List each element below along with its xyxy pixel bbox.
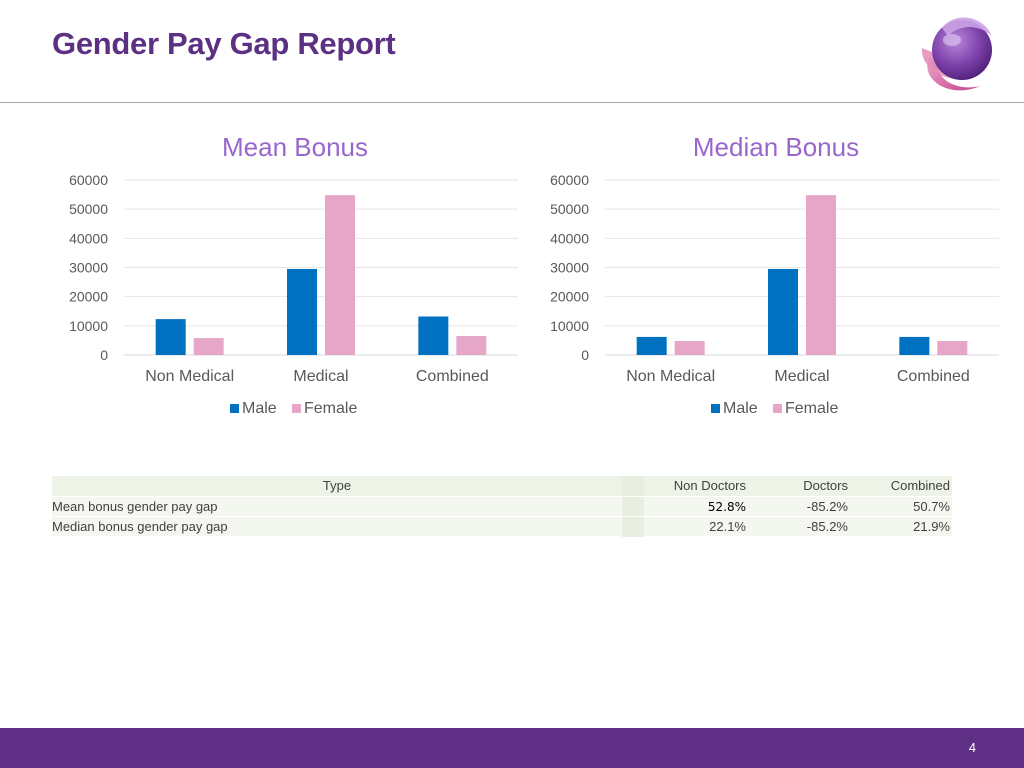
y-tick-label: 20000 [69, 289, 108, 305]
footer-bar: 4 [0, 728, 1024, 768]
y-tick-label: 10000 [69, 318, 108, 334]
y-tick-label: 60000 [550, 172, 589, 188]
table-header-row: Type Non Doctors Doctors Combined [52, 476, 952, 496]
page-title: Gender Pay Gap Report [52, 26, 396, 61]
row-doctors: -85.2% [806, 499, 848, 514]
row-combined: 50.7% [913, 499, 950, 514]
x-tick-label: Medical [774, 368, 829, 385]
legend-swatch-male [711, 404, 720, 413]
title-divider [0, 102, 1024, 103]
bar-male-combined [418, 316, 449, 355]
header-doctors: Doctors [803, 478, 848, 493]
x-tick-label: Combined [897, 368, 970, 385]
y-tick-label: 10000 [550, 318, 589, 334]
row-type: Mean bonus gender pay gap [52, 499, 218, 514]
table-spacer [622, 497, 644, 517]
brand-logo [921, 17, 992, 91]
y-tick-label: 50000 [69, 201, 108, 217]
row-non-doctors: 22.1% [709, 519, 746, 534]
bonus-gap-table: Type Non Doctors Doctors Combined Mean b… [52, 476, 952, 537]
table-spacer [622, 517, 644, 537]
median-bonus-chart: Median Bonus 0 10000 20000 30000 40000 50000 60… [521, 125, 999, 430]
y-tick-label: 0 [581, 347, 589, 363]
page-number: 4 [968, 740, 976, 755]
y-tick-label: 40000 [69, 230, 108, 246]
bar-male-non-medical [636, 336, 667, 355]
y-tick-label: 0 [100, 347, 108, 363]
x-tick-label: Medical [293, 368, 348, 385]
x-tick-label: Non Medical [145, 368, 234, 385]
header-non-doctors: Non Doctors [673, 478, 746, 493]
row-type: Median bonus gender pay gap [52, 519, 228, 534]
legend-swatch-female [292, 404, 301, 413]
header-combined: Combined [890, 478, 950, 493]
chart-title: Mean Bonus [222, 132, 368, 162]
legend-label-female: Female [304, 400, 357, 417]
bar-female-medical [325, 195, 355, 355]
bar-female-combined [937, 341, 968, 355]
bar-female-non-medical [193, 338, 224, 355]
y-tick-label: 30000 [69, 260, 108, 276]
legend-label-female: Female [785, 400, 838, 417]
y-tick-label: 40000 [550, 230, 589, 246]
bar-female-medical [806, 195, 836, 355]
table-row: Median bonus gender pay gap 22.1% -85.2%… [52, 516, 952, 537]
x-tick-label: Combined [416, 368, 489, 385]
legend-swatch-male [230, 404, 239, 413]
legend-label-male: Male [242, 400, 277, 417]
y-tick-label: 20000 [550, 289, 589, 305]
bar-female-combined [456, 336, 487, 355]
bar-male-medical [768, 268, 798, 355]
row-non-doctors: 52.8% [707, 500, 746, 514]
row-combined: 21.9% [913, 519, 950, 534]
chart-title: Median Bonus [693, 132, 859, 162]
legend-swatch-female [773, 404, 782, 413]
row-doctors: -85.2% [806, 519, 848, 534]
y-tick-label: 50000 [550, 201, 589, 217]
table-spacer [622, 476, 644, 496]
legend-label-male: Male [723, 400, 758, 417]
mean-bonus-chart: Mean Bonus 0 10000 20000 30000 40000 50000 6000… [40, 125, 518, 430]
y-tick-label: 30000 [550, 260, 589, 276]
bar-female-non-medical [674, 341, 705, 355]
y-tick-label: 60000 [69, 172, 108, 188]
header-type: Type [322, 478, 352, 493]
x-tick-label: Non Medical [626, 368, 715, 385]
bar-male-combined [899, 336, 930, 355]
table-row: Mean bonus gender pay gap 52.8% -85.2% 5… [52, 496, 952, 517]
bar-male-medical [287, 268, 317, 355]
bar-male-non-medical [155, 319, 186, 355]
